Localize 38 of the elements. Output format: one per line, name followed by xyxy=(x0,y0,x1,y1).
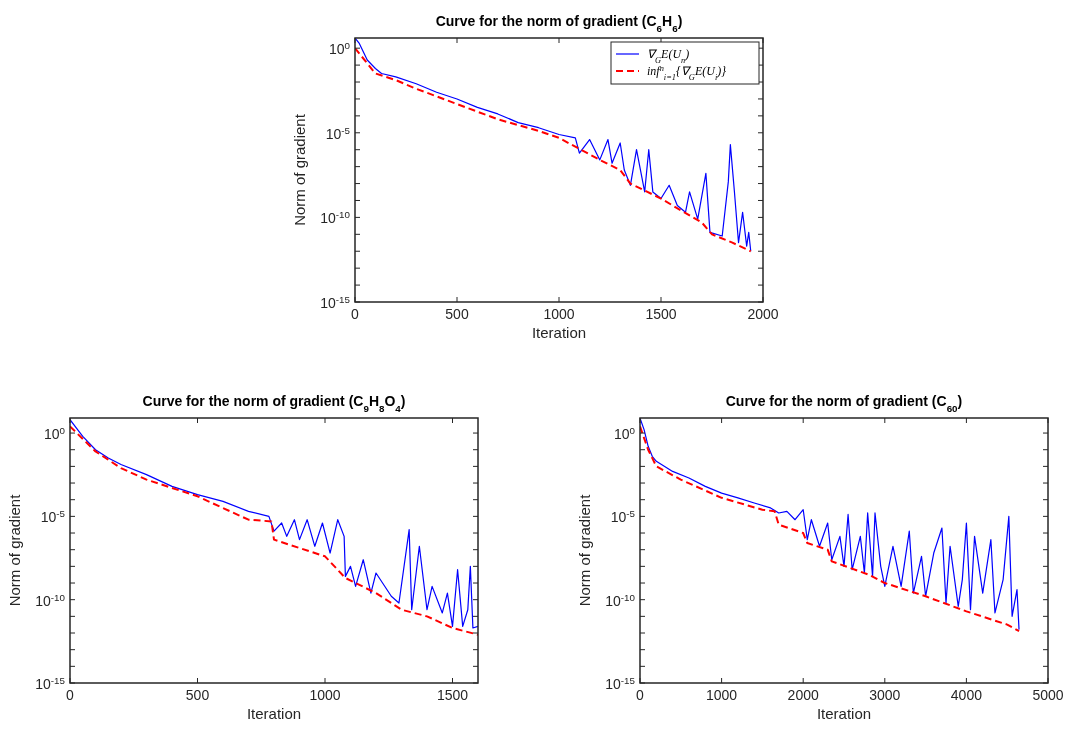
y-tick-label: 10$^{-10}$ xyxy=(320,208,351,227)
x-tick-label: 0 xyxy=(66,687,75,703)
y-tick-label: 10$^{-5}$ xyxy=(325,124,351,142)
x-tick-label: 2000 xyxy=(747,306,779,322)
y-tick-label: 10$^{-15}$ xyxy=(35,674,66,692)
legend-label: inf$^{n}$$_{i=1}${∇$_{G}$E(U$_{i}$)} xyxy=(647,63,727,82)
y-axis-title: Norm of gradient xyxy=(576,493,593,607)
x-tick-label: 1000 xyxy=(309,687,341,703)
x-tick-label: 0 xyxy=(351,306,360,322)
y-tick-label: 10$^{0}$ xyxy=(613,424,636,443)
x-tick-label: 3000 xyxy=(869,687,901,703)
chart-title: Curve for the norm of gradient (C$_{9}$H$_{8}$O$_{4}$) xyxy=(142,393,406,414)
x-tick-label: 4000 xyxy=(950,687,983,703)
y-tick-label: 10$^{-15}$ xyxy=(320,293,351,311)
chart-title: Curve for the norm of gradient (C$_{6}$H$_{6}$) xyxy=(435,13,683,34)
x-tick-label: 1000 xyxy=(706,687,738,703)
x-tick-label: 1500 xyxy=(436,687,469,703)
y-tick-label: 10$^{0}$ xyxy=(43,424,66,443)
y-tick-label: 10$^{-10}$ xyxy=(35,591,66,609)
y-tick-label: 10$^{-15}$ xyxy=(605,674,636,692)
chart-title: Curve for the norm of gradient (C$_{60}$) xyxy=(725,393,963,414)
y-tick-label: 10$^{0}$ xyxy=(328,39,351,58)
y-axis-title: Norm of gradient xyxy=(291,113,308,226)
y-tick-label: 10$^{-5}$ xyxy=(610,507,636,526)
y-tick-label: 10$^{-5}$ xyxy=(40,507,66,526)
y-axis-title: Norm of gradient xyxy=(6,493,23,607)
legend-label: ∇$_{G}$E(U$_{n}$) xyxy=(647,47,690,65)
x-tick-label: 500 xyxy=(185,687,210,703)
x-tick-label: 0 xyxy=(636,687,645,703)
x-axis-title: Iteration xyxy=(531,324,587,341)
x-axis-title: Iteration xyxy=(816,705,872,722)
x-tick-label: 2000 xyxy=(787,687,819,703)
x-tick-label: 1500 xyxy=(645,306,677,322)
y-tick-label: 10$^{-10}$ xyxy=(605,591,636,609)
x-tick-label: 1000 xyxy=(543,306,575,322)
x-tick-label: 5000 xyxy=(1032,687,1064,703)
x-tick-label: 500 xyxy=(445,306,469,322)
x-axis-title: Iteration xyxy=(246,705,302,722)
